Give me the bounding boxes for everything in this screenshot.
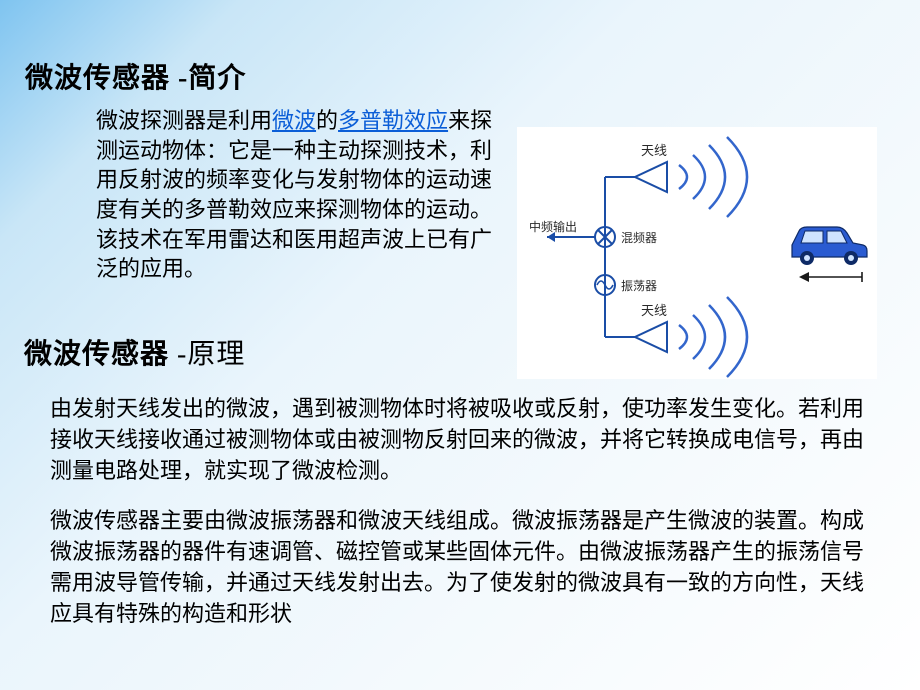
heading-principle-main: 微波传感器 [24,339,177,370]
link-doppler-effect[interactable]: 多普勒效应 [338,108,448,133]
label-antenna-bottom: 天线 [641,303,667,318]
microwave-sensor-diagram: 天线 中频输出 混频器 振荡器 天线 [517,127,877,379]
label-output: 中频输出 [529,219,577,234]
intro-text-1: 微波探测器是利用 [96,108,272,133]
link-microwave[interactable]: 微波 [272,108,316,133]
principle-paragraph-2: 微波传感器主要由微波振荡器和微波天线组成。微波振荡器是产生微波的装置。构成微波振… [50,506,870,629]
label-antenna-top: 天线 [641,143,667,158]
label-mixer: 混频器 [621,231,657,245]
intro-paragraph: 微波探测器是利用微波的多普勒效应来探测运动物体：它是一种主动探测技术，利用反射波… [96,106,506,284]
principle-paragraph-1: 由发射天线发出的微波，遇到被测物体时将被吸收或反射，使功率发生变化。若利用接收天… [50,394,870,486]
car-icon [792,227,867,265]
intro-text-2: 的 [316,108,338,133]
intro-text-3: 来探测运动物体：它是一种主动探测技术，利用反射波的频率变化与发射物体的运动速度有… [96,108,492,281]
label-oscillator: 振荡器 [621,279,657,293]
heading-principle: 微波传感器 -原理 [24,332,245,372]
heading-principle-sub: -原理 [177,339,245,370]
heading-intro: 微波传感器 -简介 [25,56,246,96]
principle-section: 由发射天线发出的微波，遇到被测物体时将被吸收或反射，使功率发生变化。若利用接收天… [50,394,870,650]
